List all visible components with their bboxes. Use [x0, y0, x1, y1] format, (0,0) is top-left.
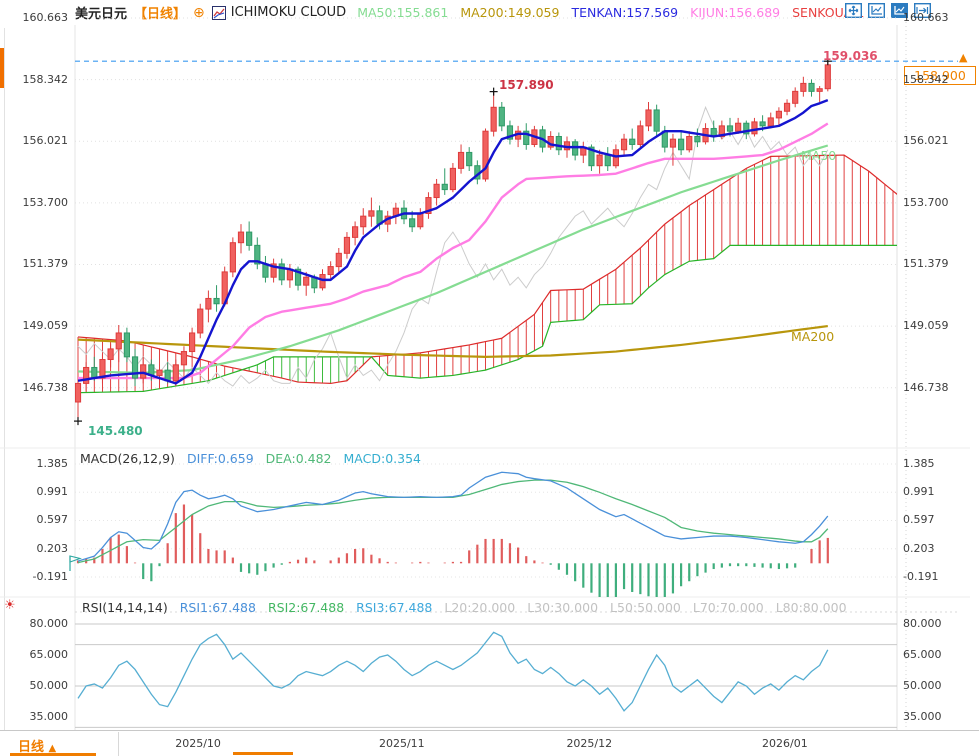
symbol-title: 美元日元 [75, 7, 128, 22]
rsi-legend-item: L20:20.000 [444, 600, 516, 615]
price-tick-label: 160.663 [22, 11, 69, 24]
current-price-badge: 158.900 [904, 66, 976, 85]
macd-tick-label: 0.203 [36, 541, 69, 555]
price-tick-label: 149.059 [22, 319, 69, 333]
macd-tick-label: -0.191 [903, 569, 939, 583]
price-tick-label: 151.379 [903, 257, 949, 271]
rsi-tick-label: 35.000 [29, 710, 69, 723]
macd-title: MACD(26,12,9) [80, 451, 175, 466]
macd-tick-label: 0.991 [903, 485, 935, 499]
price-tick-label: 151.379 [22, 257, 69, 271]
rsi-tick-label: 50.000 [903, 679, 942, 692]
date-tick-label: 2025/12 [566, 737, 613, 750]
macd-tick-label: 0.203 [903, 541, 935, 555]
rsi-tick-label: 65.000 [903, 648, 942, 661]
macd-tick-label: 0.991 [36, 485, 69, 499]
price-tick-label: 146.738 [22, 380, 69, 394]
indicator-legend-item: TENKAN:157.569 [571, 5, 679, 20]
macd-tick-label: 0.597 [903, 513, 935, 527]
rsi-legend-item: RSI2:67.488 [267, 600, 345, 615]
price-tick-label: 153.700 [22, 195, 69, 209]
macd-legend-item: DIFF:0.659 [186, 451, 254, 466]
rsi-title: RSI(14,14,14) [82, 600, 168, 615]
sun-indicator-icon: ☀ [4, 598, 16, 613]
rsi-legend-item: RSI3:67.488 [356, 600, 433, 615]
tab-active-underline [10, 753, 96, 756]
date-tick-label: 2026/01 [762, 737, 808, 750]
price-tick-label: 156.021 [22, 134, 69, 148]
axis-chart-icon[interactable] [868, 3, 885, 18]
macd-tick-label: -0.191 [32, 569, 68, 583]
indicator-title: ICHIMOKU CLOUD [230, 5, 347, 20]
rsi-header: RSI(14,14,14) RSI1:67.488 RSI2:67.488 RSI3… [82, 600, 847, 615]
price-tick-label: 156.021 [903, 134, 949, 148]
rsi-tick-label: 35.000 [903, 710, 942, 723]
rsi-legend-item: L80:80.000 [775, 600, 847, 615]
rsi-legend: RSI1:67.488 RSI2:67.488 RSI3:67.488 L20:20.… [180, 600, 847, 615]
price-up-arrow-icon: ▲ [959, 51, 968, 64]
rsi-legend-item: L30:30.000 [527, 600, 599, 615]
price-tick-label: 146.738 [903, 380, 949, 394]
rsi-legend-item: L70:70.000 [692, 600, 764, 615]
chart-toolbar [845, 3, 931, 18]
macd-legend-item: MACD:0.354 [343, 451, 421, 466]
ma200-line-label: MA200 [791, 329, 835, 344]
candlestick-chart-icon [211, 5, 226, 20]
peak-price-label: 157.890 [499, 78, 554, 92]
expand-icon[interactable]: ⊕ [193, 4, 205, 21]
date-tick-label: 2025/10 [175, 737, 221, 750]
rsi-tick-label: 80.000 [903, 617, 942, 630]
left-edge-accent-bar [0, 48, 5, 88]
indicator-legend-item: MA200:149.059 [460, 5, 560, 20]
macd-legend-item: DEA:0.482 [265, 451, 332, 466]
chart-header: 美元日元 【日线】 ⊕ ICHIMOKU CLOUD MA50:155.861 M… [75, 3, 864, 22]
rsi-tick-label: 80.000 [29, 617, 69, 630]
macd-header: MACD(26,12,9) DIFF:0.659 DEA:0.482 MACD:0.… [80, 451, 421, 466]
axis-chart-filled-icon[interactable] [891, 3, 908, 18]
indicator-legend-item: KIJUN:156.689 [690, 5, 781, 20]
rsi-legend-item: L50:50.000 [610, 600, 681, 615]
rsi-legend-item: RSI1:67.488 [179, 600, 256, 615]
tab-label: 日线 [18, 740, 45, 755]
scrollbar-thumb[interactable] [233, 752, 293, 755]
macd-legend: DIFF:0.659 DEA:0.482 MACD:0.354 [187, 451, 421, 466]
price-tick-label: 149.059 [903, 319, 949, 333]
timeframe-tab[interactable]: 日线 ▲ [0, 732, 119, 756]
rsi-tick-label: 65.000 [29, 648, 69, 661]
macd-tick-label: 1.385 [903, 457, 935, 470]
tab-arrow-icon: ▲ [48, 743, 57, 754]
rsi-tick-label: 50.000 [29, 679, 69, 692]
move-crosshair-icon[interactable] [845, 3, 862, 18]
ma50-line-label: MA50 [801, 148, 837, 163]
price-tick-label: 158.342 [22, 72, 69, 86]
date-tick-label: 2025/11 [378, 737, 425, 750]
price-tick-label: 160.663 [903, 11, 949, 24]
price-tick-label: 153.700 [903, 195, 949, 209]
low-price-label: 145.480 [88, 424, 143, 438]
price-tick-label: 158.342 [903, 72, 949, 86]
indicator-legend-item: MA50:155.861 [357, 5, 449, 20]
export-pane-icon[interactable] [914, 3, 931, 18]
macd-tick-label: 1.385 [36, 457, 69, 470]
last-high-label: 159.036 [823, 49, 878, 63]
macd-tick-label: 0.597 [36, 513, 69, 527]
